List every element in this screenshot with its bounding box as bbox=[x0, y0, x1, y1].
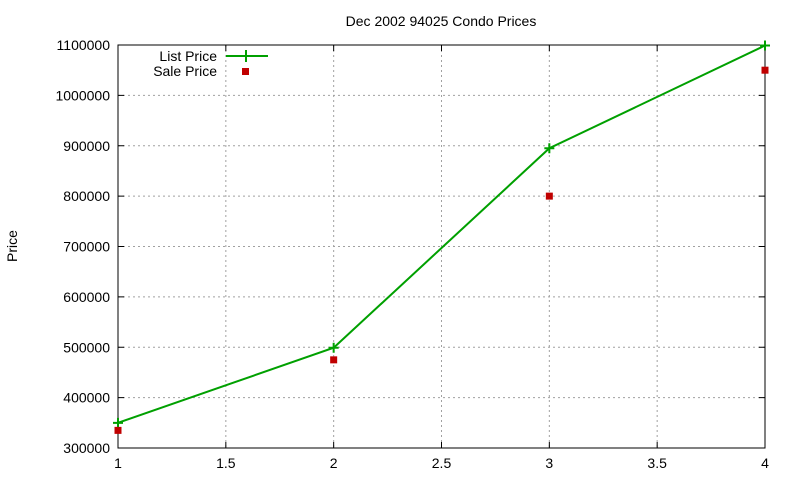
y-tick-label: 900000 bbox=[63, 138, 110, 154]
y-tick-label: 800000 bbox=[63, 188, 110, 204]
legend-label-list-price: List Price bbox=[159, 48, 217, 64]
data-point-sale-price bbox=[330, 356, 338, 364]
x-tick-label: 1.5 bbox=[216, 455, 236, 471]
data-point-list-price bbox=[328, 342, 339, 353]
y-tick-label: 700000 bbox=[63, 239, 110, 255]
y-tick-label: 400000 bbox=[63, 390, 110, 406]
legend: List Price Sale Price bbox=[153, 48, 268, 79]
legend-marker-list-price bbox=[240, 50, 252, 62]
data-point-sale-price bbox=[114, 426, 122, 434]
x-tick-label: 3 bbox=[545, 455, 553, 471]
x-tick-label: 2 bbox=[330, 455, 338, 471]
y-tick-label: 500000 bbox=[63, 339, 110, 355]
data-point-sale-price bbox=[761, 66, 769, 74]
series-layer bbox=[113, 40, 770, 434]
x-tick-label: 4 bbox=[761, 455, 769, 471]
data-point-list-price bbox=[113, 417, 123, 428]
axis-ticks: 300000 400000 500000 600000 700000 800000 9000… bbox=[55, 37, 769, 471]
x-tick-label: 1 bbox=[114, 455, 122, 471]
data-point-list-price bbox=[544, 143, 555, 154]
data-point-list-price bbox=[760, 40, 770, 51]
legend-label-sale-price: Sale Price bbox=[153, 63, 217, 79]
grid-lines bbox=[118, 45, 765, 448]
y-tick-label: 1000000 bbox=[55, 87, 110, 103]
plot-area-frame bbox=[117, 44, 766, 449]
y-tick-label: 600000 bbox=[63, 289, 110, 305]
series-line-list-price bbox=[117, 44, 766, 424]
data-point-sale-price bbox=[545, 192, 553, 200]
chart-title: Dec 2002 94025 Condo Prices bbox=[346, 13, 537, 29]
legend-marker-sale-price bbox=[242, 68, 249, 75]
y-tick-label: 300000 bbox=[63, 440, 110, 456]
x-tick-label: 2.5 bbox=[432, 455, 452, 471]
y-axis-label: Price bbox=[4, 230, 20, 262]
y-tick-label: 1100000 bbox=[57, 37, 111, 53]
x-tick-label: 3.5 bbox=[647, 455, 667, 471]
